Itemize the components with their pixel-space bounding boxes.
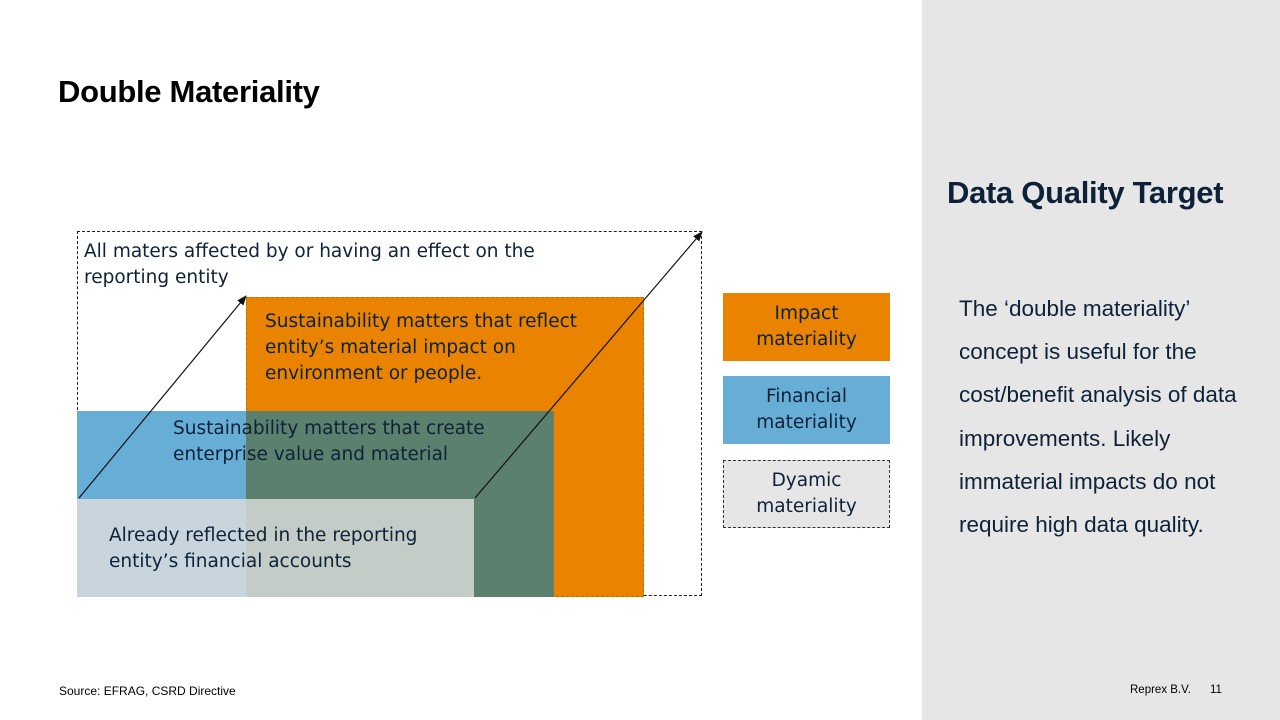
legend-label: Dyamic materiality [756, 470, 857, 517]
slide-title: Double Materiality [58, 74, 320, 109]
page-number: 11 [1210, 684, 1222, 696]
legend-label: Financial materiality [756, 386, 857, 433]
source-note: Source: EFRAG, CSRD Directive [59, 684, 236, 698]
sidebar-heading: Data Quality Target [947, 175, 1224, 210]
sidebar-body: The ‘double materiality’ concept is usef… [959, 296, 1237, 538]
legend-impact-materiality: Impact materiality [723, 293, 890, 361]
legend-financial-materiality: Financial materiality [723, 376, 890, 444]
reflected-label: Already reflected in the reporting entit… [109, 525, 418, 572]
company-name: Reprex B.V. [1130, 684, 1191, 696]
impact-label: Sustainability matters that reflect enti… [265, 311, 578, 384]
all-matters-label: All maters affected by or having an effe… [84, 241, 535, 288]
sidebar-panel [922, 0, 1280, 720]
double-materiality-diagram: All maters affected by or having an effe… [77, 231, 703, 597]
legend-label: Impact materiality [756, 303, 857, 350]
legend-dynamic-materiality: Dyamic materiality [723, 460, 890, 528]
financial-label: Sustainability matters that create enter… [173, 418, 485, 465]
reflected-box-left [77, 499, 246, 597]
